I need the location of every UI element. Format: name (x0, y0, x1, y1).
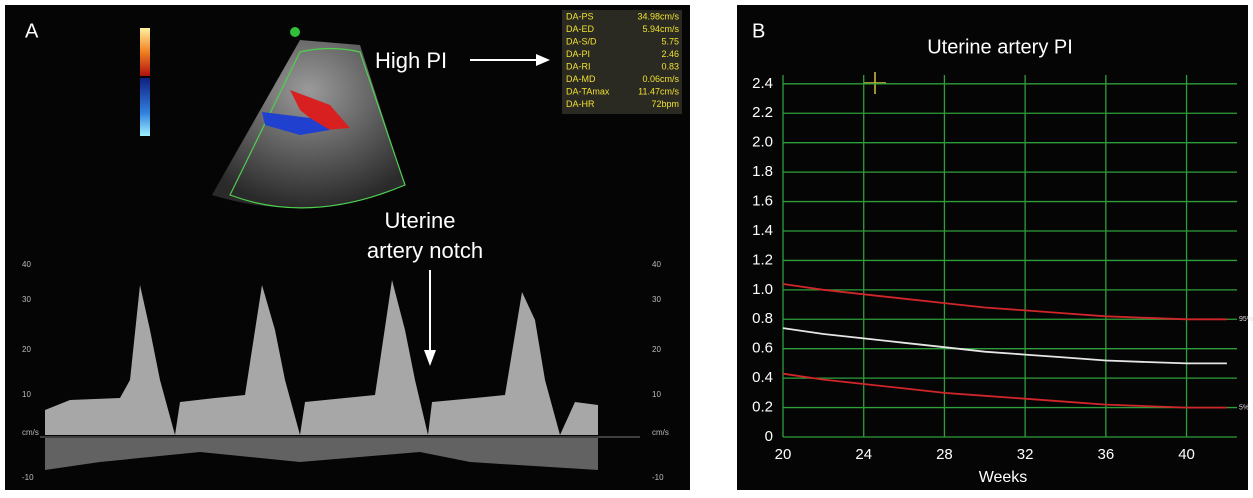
arrow-head (536, 54, 550, 66)
scale-label: 20 (652, 345, 661, 354)
y-tick-label: 1.6 (752, 193, 773, 210)
marker (290, 27, 300, 37)
series-line (782, 327, 1227, 365)
doppler-waveform (45, 280, 598, 435)
measurement-label: DA-RI (566, 61, 591, 71)
doppler-waveform-negative (45, 438, 598, 470)
y-tick-label: 1.4 (752, 222, 773, 239)
x-tick-label: 36 (1098, 446, 1115, 463)
y-tick-label: 2.4 (752, 75, 773, 92)
y-tick-label: 0.8 (752, 310, 773, 327)
scale-label: 30 (652, 295, 661, 304)
y-tick-label: 0.6 (752, 340, 773, 357)
scale-label: 20 (22, 345, 31, 354)
series-line (782, 283, 1227, 321)
scale-label: 10 (22, 390, 31, 399)
y-tick-label: 1.0 (752, 281, 773, 298)
legend-label: 5% (1239, 404, 1249, 411)
panel-b-background (737, 5, 1248, 490)
scale-label: -10 (652, 473, 664, 482)
measurement-label: DA-PS (566, 11, 594, 21)
y-tick-label: 1.8 (752, 163, 773, 180)
measurement-value: 72bpm (651, 99, 679, 109)
measurement-label: DA-MD (566, 74, 596, 84)
arrow-head (424, 350, 436, 366)
legend-label: 95% (1239, 316, 1253, 323)
chart-title: Uterine artery PI (927, 36, 1073, 58)
y-tick-label: 0.4 (752, 369, 773, 386)
y-tick-label: 0.2 (752, 399, 773, 416)
measurement-value: 5.75 (661, 36, 679, 46)
annotation: Uterine (385, 208, 456, 233)
measurement-value: 34.98cm/s (637, 11, 679, 21)
measurement-value: 5.94cm/s (642, 24, 679, 34)
scale-label: 30 (22, 295, 31, 304)
x-axis-label: Weeks (979, 469, 1028, 486)
x-tick-label: 40 (1178, 446, 1195, 463)
measurement-value: 11.47cm/s (638, 86, 679, 96)
y-tick-label: 1.2 (752, 251, 773, 268)
flow-red (290, 90, 350, 130)
measurement-label: DA-HR (566, 99, 595, 109)
scale-label: 40 (652, 260, 661, 269)
panel-label: B (752, 20, 765, 42)
color-bar (140, 28, 150, 76)
measurement-label: DA-TAmax (566, 86, 610, 96)
annotation: artery notch (367, 238, 483, 263)
series-line (782, 372, 1227, 409)
annotation: High PI (375, 48, 447, 73)
scale-label: 10 (652, 390, 661, 399)
measurement-value: 0.06cm/s (642, 74, 679, 84)
color-bar (140, 78, 150, 136)
scale-label: -10 (22, 473, 34, 482)
scale-label: 40 (22, 260, 31, 269)
panel-label: A (25, 20, 39, 42)
measurement-value: 0.83 (661, 61, 679, 71)
measurement-value: 2.46 (661, 49, 679, 59)
cursor-marker (864, 72, 886, 94)
x-tick-label: 24 (855, 446, 872, 463)
measurement-box (562, 10, 682, 114)
scale-label: cm/s (22, 428, 39, 437)
x-tick-label: 28 (936, 446, 953, 463)
y-tick-label: 0 (765, 428, 773, 445)
measurement-label: DA-S/D (566, 36, 597, 46)
x-tick-label: 20 (775, 446, 792, 463)
measurement-label: DA-ED (566, 24, 595, 34)
x-tick-label: 32 (1017, 446, 1034, 463)
flow-blue (262, 112, 330, 135)
scale-label: cm/s (652, 428, 669, 437)
y-tick-label: 2.0 (752, 134, 773, 151)
y-tick-label: 2.2 (752, 104, 773, 121)
sample-box (229, 47, 406, 209)
measurement-label: DA-PI (566, 49, 590, 59)
